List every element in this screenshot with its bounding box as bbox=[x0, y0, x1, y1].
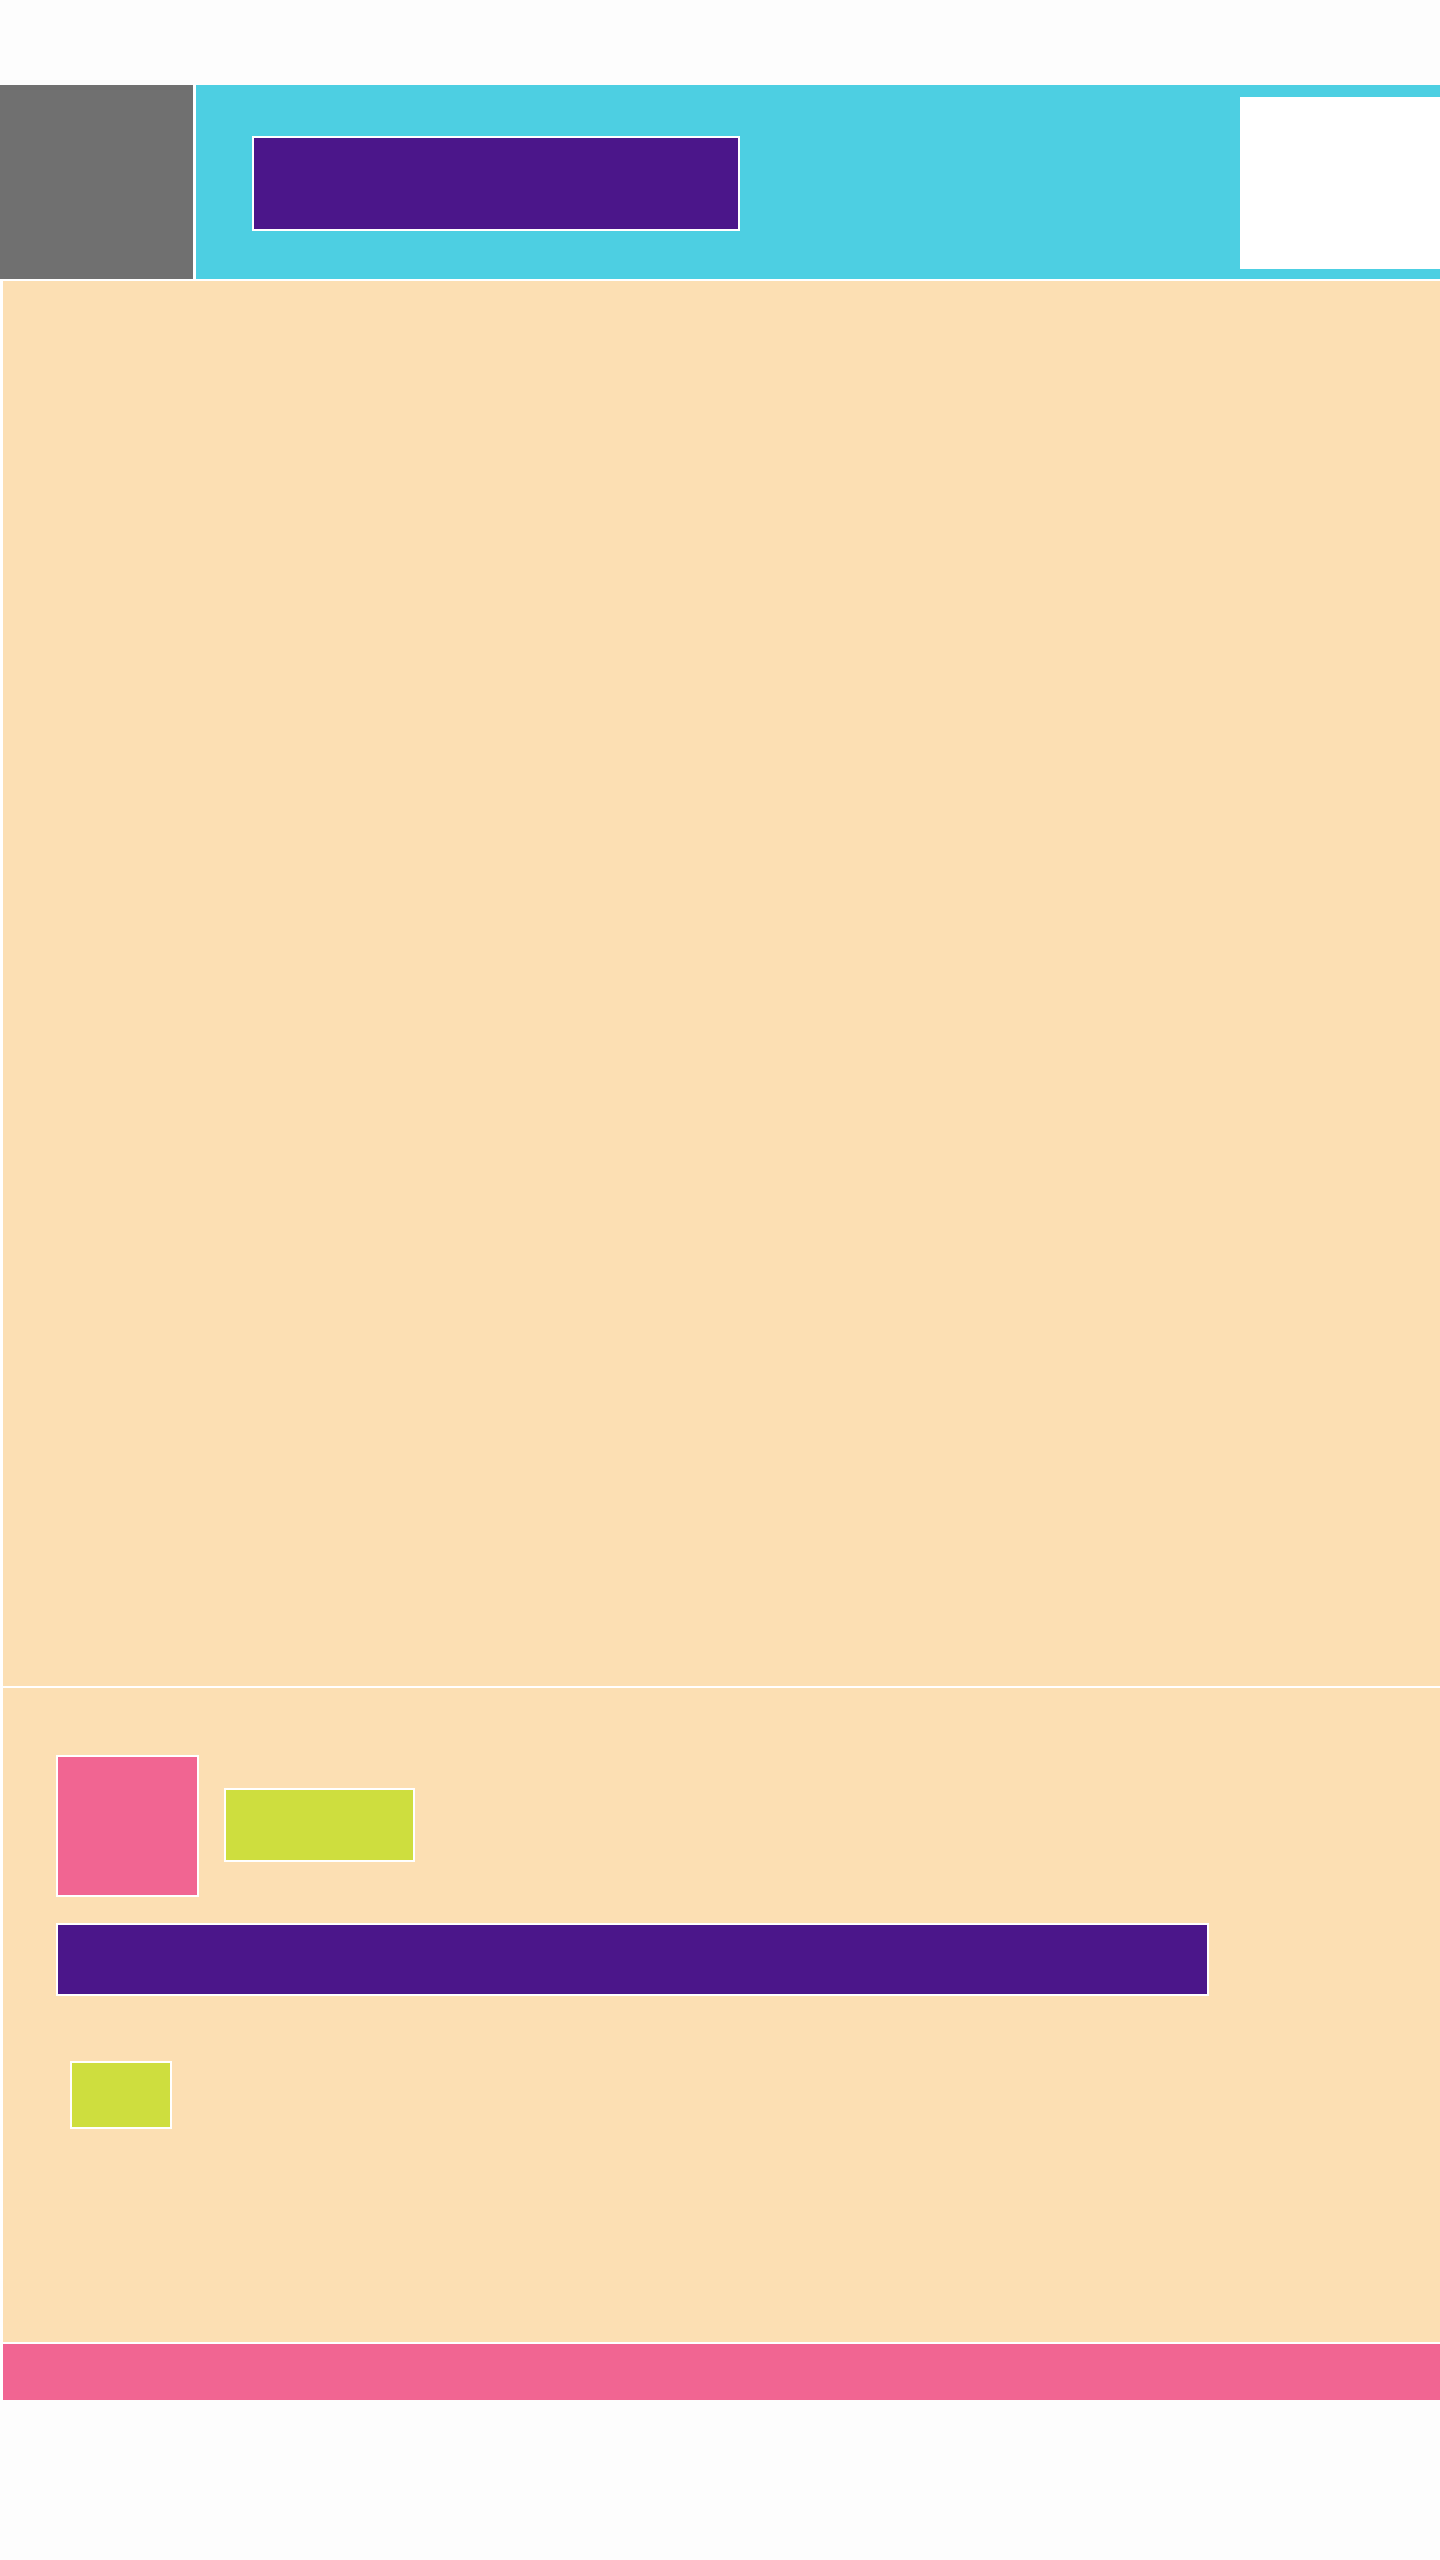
header-divider bbox=[0, 279, 1440, 281]
footer-divider bbox=[0, 2342, 1440, 2344]
section-divider bbox=[0, 1686, 1440, 1688]
main-content-area bbox=[0, 281, 1440, 1686]
header-title-block bbox=[252, 136, 740, 231]
header-action-slot[interactable] bbox=[1240, 97, 1440, 269]
card-label-block bbox=[224, 1788, 415, 1862]
footer-bar bbox=[0, 2344, 1440, 2400]
card-text-bar bbox=[56, 1923, 1209, 1996]
card-action-button[interactable] bbox=[70, 2061, 172, 2129]
card-section bbox=[0, 1688, 1440, 2342]
menu-button[interactable] bbox=[0, 85, 196, 280]
avatar bbox=[56, 1755, 199, 1897]
